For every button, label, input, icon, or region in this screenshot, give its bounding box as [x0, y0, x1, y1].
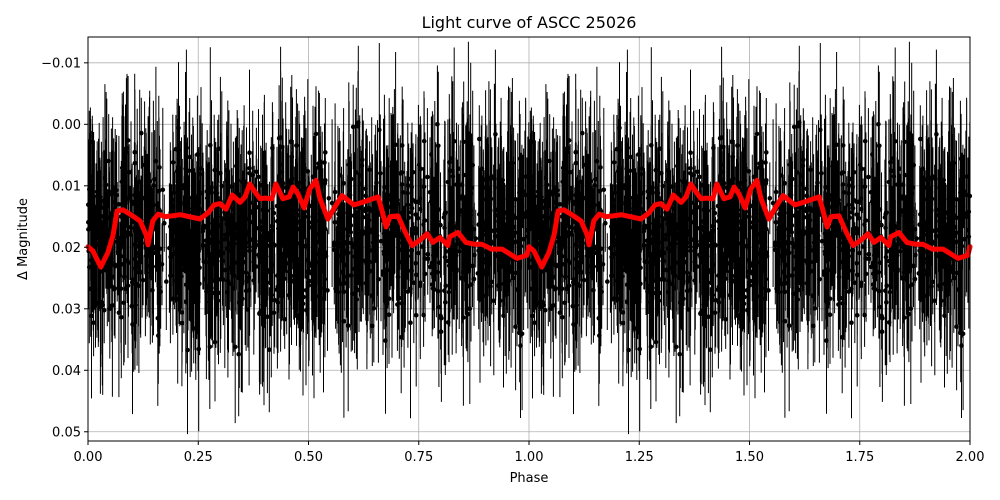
y-tick-label: 0.01: [52, 179, 81, 194]
x-tick-label: 1.00: [515, 450, 544, 465]
y-tick-label: 0.05: [52, 425, 81, 440]
chart-title: Light curve of ASCC 25026: [422, 13, 637, 32]
x-tick-label: 1.50: [735, 450, 764, 465]
y-axis-label: Δ Magnitude: [16, 198, 31, 280]
x-tick-label: 0.25: [184, 450, 213, 465]
x-tick-label: 0.75: [404, 450, 433, 465]
y-tick-label: 0.04: [52, 364, 81, 379]
binned-curve-line: [85, 177, 973, 270]
y-tick-label: 0.02: [52, 241, 81, 256]
y-tick-label: 0.03: [52, 302, 81, 317]
x-tick-label: 0.50: [294, 450, 323, 465]
x-tick-label: 0.00: [74, 450, 103, 465]
x-axis-label: Phase: [510, 471, 549, 486]
x-axis-ticks: 0.00 0.25 0.50 0.75 1.00 1.25 1.50 1.75 2.00: [74, 441, 985, 465]
y-axis-ticks: −0.01 0.00 0.01 0.02 0.03 0.04 0.05: [41, 56, 88, 440]
observation-points: [86, 41, 973, 435]
x-tick-label: 2.00: [956, 450, 985, 465]
y-tick-label: −0.01: [41, 56, 81, 71]
x-tick-label: 1.75: [845, 450, 874, 465]
x-tick-label: 1.25: [625, 450, 654, 465]
y-tick-label: 0.00: [52, 118, 81, 133]
